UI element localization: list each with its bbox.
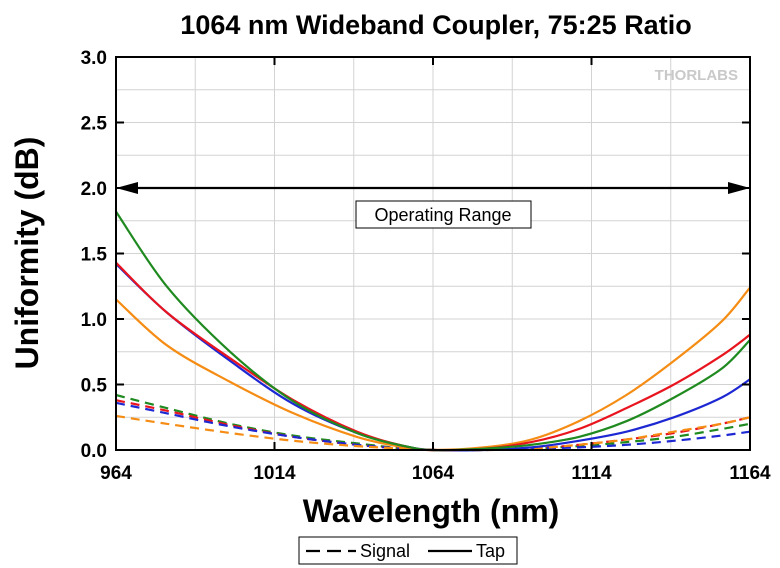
series-line-signal-red	[115, 399, 751, 452]
legend: Signal Tap	[298, 536, 518, 565]
grid	[115, 57, 751, 450]
y-tick-label: 1.5	[81, 245, 108, 266]
series-line-signal-orange	[115, 414, 751, 452]
operating-range-arrow	[116, 182, 750, 194]
x-axis-title: Wavelength (nm)	[303, 493, 560, 529]
annotation-label: Operating Range	[374, 205, 511, 225]
series-line-signal-green	[115, 393, 751, 452]
annotation-box	[355, 200, 532, 229]
x-tick-labels: 964 1014 1064 1114 1164	[100, 463, 771, 484]
y-tick-label: 1.0	[81, 310, 107, 331]
x-tick-label: 1064	[412, 463, 455, 484]
x-tick-label: 1164	[729, 463, 771, 484]
y-tick-label: 0.0	[81, 441, 107, 462]
y-tick-label: 0.5	[81, 376, 108, 397]
legend-signal-label: Signal	[360, 541, 410, 561]
y-tick-label: 2.5	[81, 114, 108, 135]
y-axis-title: Uniformity (dB)	[9, 137, 45, 370]
x-tick-label: 1014	[253, 463, 296, 484]
x-tick-label: 1114	[571, 463, 612, 484]
y-tick-label: 3.0	[81, 48, 107, 69]
legend-tap-label: Tap	[476, 541, 505, 561]
axis-ticks	[115, 56, 751, 451]
y-tick-label: 2.0	[81, 179, 107, 200]
range-arrow-left	[116, 182, 138, 194]
x-tick-label: 964	[100, 463, 132, 484]
y-tick-labels: 0.0 0.5 1.0 1.5 2.0 2.5 3.0	[81, 48, 108, 462]
thorlabs-logo: THORLABS	[655, 67, 738, 84]
range-arrow-right	[728, 182, 750, 194]
chart-title: 1064 nm Wideband Coupler, 75:25 Ratio	[180, 10, 691, 40]
